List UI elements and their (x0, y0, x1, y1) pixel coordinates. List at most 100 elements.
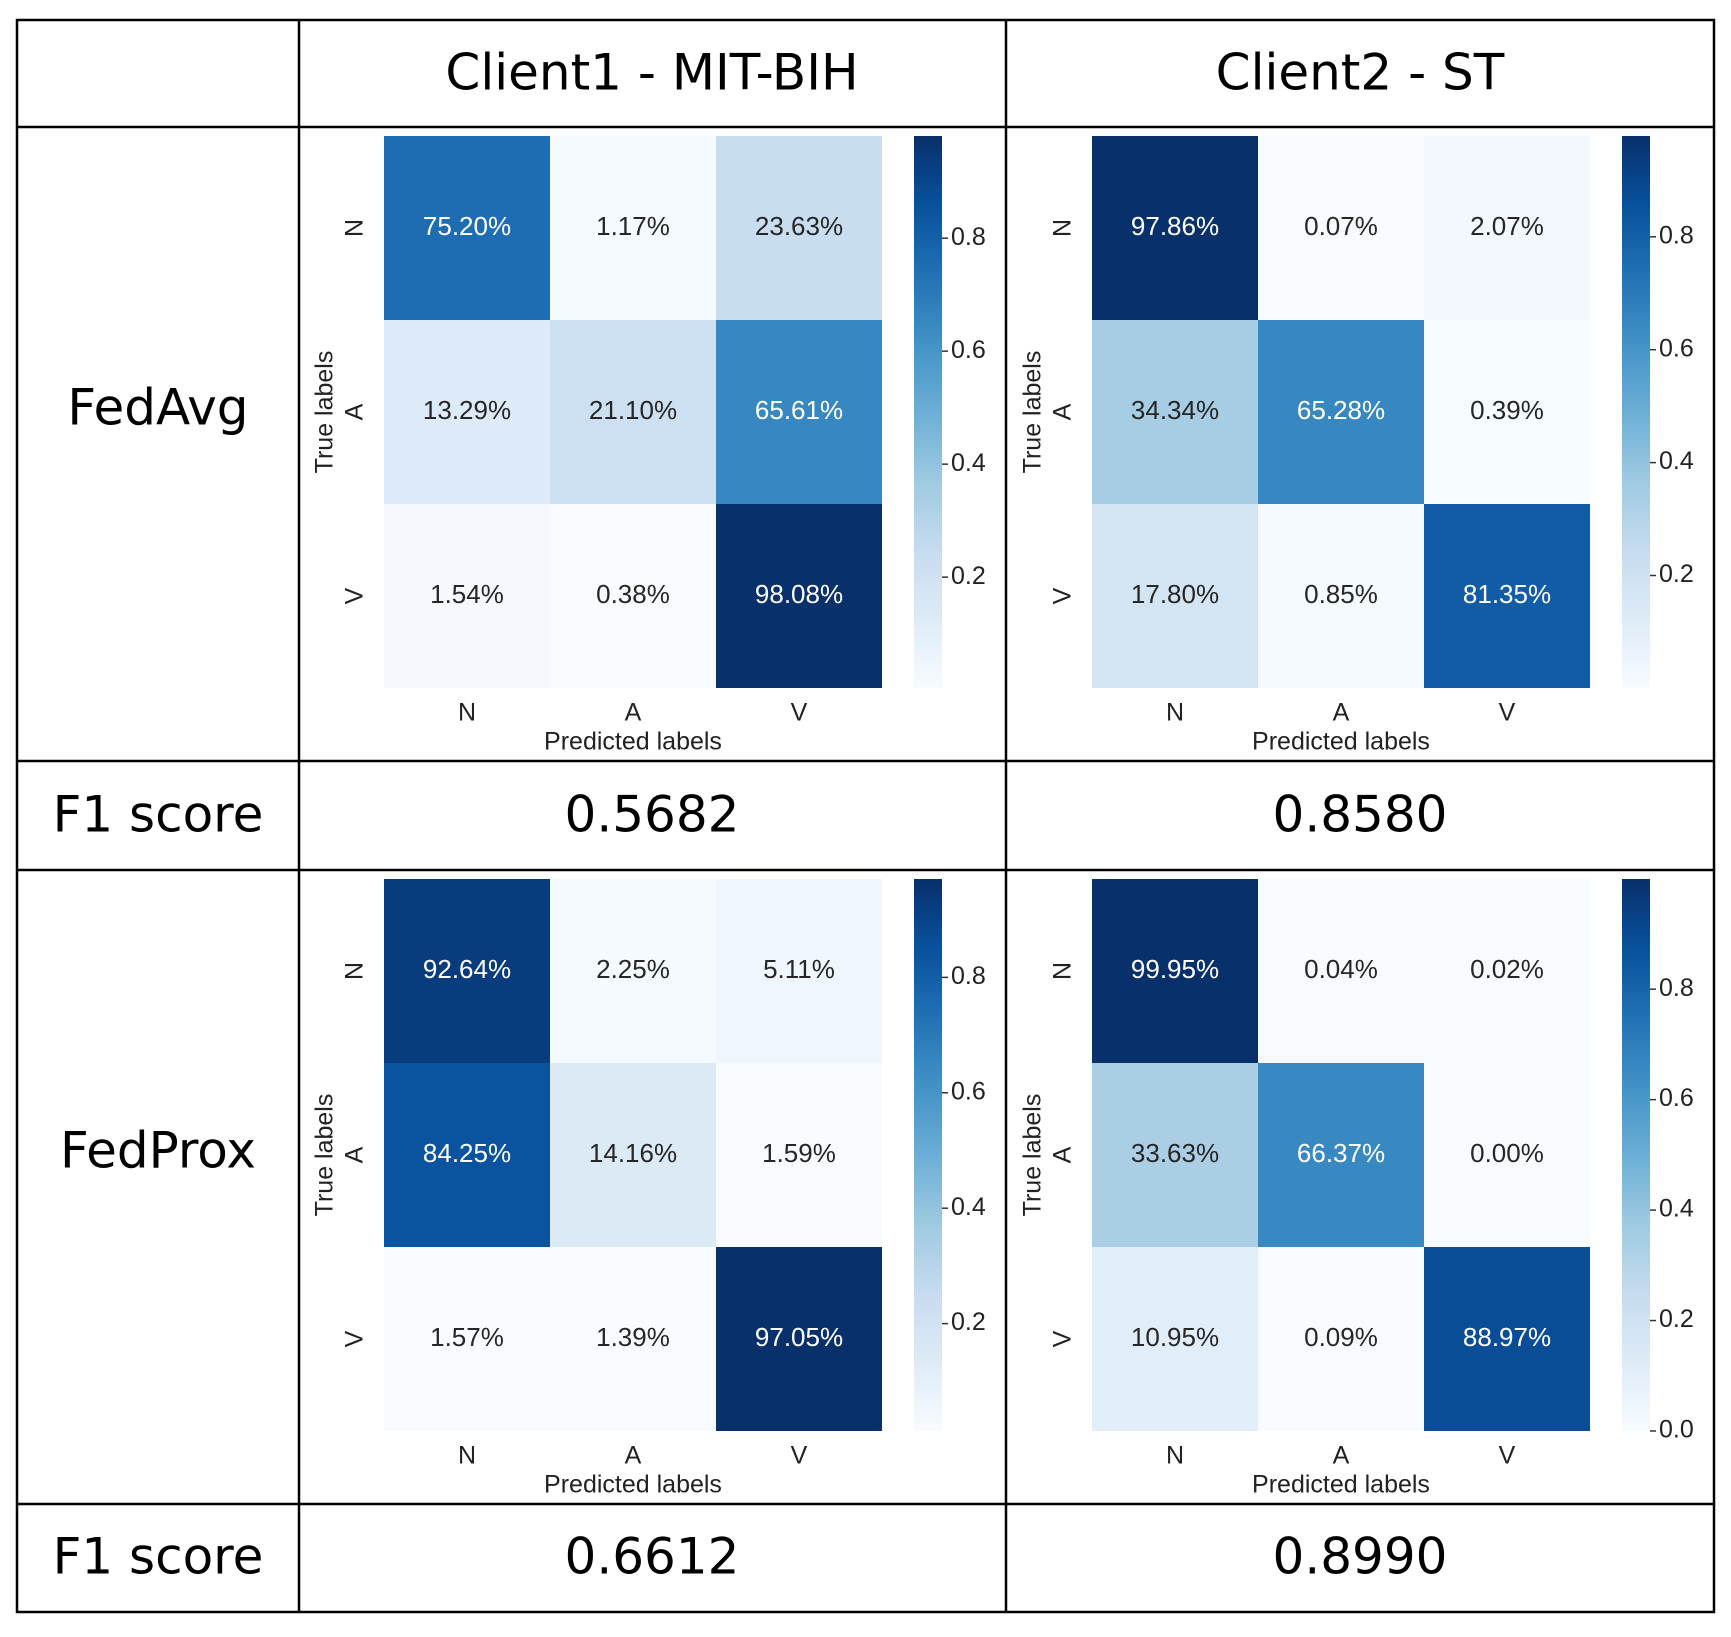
cell-label: 0.00% (1470, 1138, 1544, 1168)
x-tick-label: V (791, 1442, 808, 1470)
heatmap-cell (384, 136, 550, 320)
x-tick-label: V (1499, 699, 1516, 727)
heatmap-cell (716, 879, 882, 1063)
f1-score: 0.5682 (565, 786, 740, 844)
colorbar-tick-label: 0.6 (951, 336, 986, 364)
heatmap-cell (1424, 879, 1590, 1063)
column-header: Client2 - ST (1216, 44, 1505, 102)
cell-label: 97.86% (1131, 211, 1219, 241)
heatmap-cell (384, 879, 550, 1063)
colorbar (914, 879, 942, 1431)
y-tick-label: V (341, 587, 369, 604)
heatmap-cell (716, 1247, 882, 1431)
table-border (15, 18, 1716, 1614)
table-grid (15, 18, 1716, 1614)
x-tick-label: A (625, 699, 642, 727)
cell-label: 2.07% (1470, 211, 1544, 241)
cell-label: 92.64% (423, 954, 511, 984)
heatmap-cell (716, 320, 882, 504)
row-label: F1 score (53, 1528, 264, 1586)
cell-label: 0.38% (596, 579, 670, 609)
x-axis-label: Predicted labels (544, 728, 722, 756)
heatmap-cell (1092, 879, 1258, 1063)
heatmap-cell (1424, 1247, 1590, 1431)
colorbar-tick-label: 0.4 (1659, 447, 1694, 475)
y-tick-label: V (341, 1330, 369, 1347)
cell-label: 34.34% (1131, 395, 1219, 425)
cell-label: 1.54% (430, 579, 504, 609)
cell-label: 13.29% (423, 395, 511, 425)
colorbar-tick-label: 0.2 (951, 562, 986, 590)
x-tick-label: N (1166, 699, 1184, 727)
heatmap-cell (384, 1247, 550, 1431)
cell-label: 0.07% (1304, 211, 1378, 241)
y-tick-label: A (1049, 403, 1077, 420)
heatmap-cell (550, 504, 716, 688)
heatmap-cell (384, 320, 550, 504)
cell-label: 75.20% (423, 211, 511, 241)
heatmap-cell (1092, 136, 1258, 320)
cell-label: 1.59% (762, 1138, 836, 1168)
cell-label: 33.63% (1131, 1138, 1219, 1168)
cell-label: 2.25% (596, 954, 670, 984)
x-tick-label: N (458, 1442, 476, 1470)
colorbar-tick-label: 0.6 (951, 1077, 986, 1105)
colorbar (914, 136, 942, 688)
y-tick-label: N (341, 219, 369, 237)
cell-label: 84.25% (423, 1138, 511, 1168)
cell-label: 0.09% (1304, 1322, 1378, 1352)
cell-label: 10.95% (1131, 1322, 1219, 1352)
cell-label: 88.97% (1463, 1322, 1551, 1352)
x-tick-label: N (1166, 1442, 1184, 1470)
heatmap-cell (1424, 504, 1590, 688)
cell-label: 65.28% (1297, 395, 1385, 425)
colorbar-tick-label: 0.4 (1659, 1195, 1694, 1223)
y-axis-label: True labels (1019, 351, 1047, 474)
y-tick-label: A (1049, 1146, 1077, 1163)
heatmap-cell (716, 136, 882, 320)
heatmap-cell (1092, 1247, 1258, 1431)
heatmap-cell (550, 1063, 716, 1247)
heatmap-cell (550, 320, 716, 504)
heatmap-cell (1424, 1063, 1590, 1247)
colorbar (1622, 879, 1650, 1431)
colorbar-tick-label: 0.2 (1659, 1305, 1694, 1333)
y-axis-label: True labels (1019, 1094, 1047, 1217)
colorbar-tick-label: 0.4 (951, 1193, 986, 1221)
heatmap-cell (1258, 879, 1424, 1063)
cell-label: 97.05% (755, 1322, 843, 1352)
x-tick-label: A (1333, 1442, 1350, 1470)
x-tick-label: V (791, 699, 808, 727)
heatmap-cell (1424, 320, 1590, 504)
colorbar-tick-label: 0.2 (951, 1308, 986, 1336)
heatmap-cell (384, 1063, 550, 1247)
heatmap-cell (1258, 504, 1424, 688)
y-tick-label: N (1049, 962, 1077, 980)
x-tick-label: A (625, 1442, 642, 1470)
heatmap-cell (716, 504, 882, 688)
heatmap-cell (1258, 136, 1424, 320)
f1-score: 0.8580 (1273, 786, 1448, 844)
cell-label: 98.08% (755, 579, 843, 609)
heatmap-cell (1092, 1063, 1258, 1247)
heatmap-cell (550, 136, 716, 320)
row-label: FedProx (60, 1122, 256, 1180)
y-tick-label: A (341, 403, 369, 420)
cell-label: 1.17% (596, 211, 670, 241)
colorbar-tick-label: 0.0 (1659, 1416, 1694, 1444)
heatmap-cell (1258, 1247, 1424, 1431)
cell-label: 23.63% (755, 211, 843, 241)
colorbar-tick-label: 0.8 (951, 962, 986, 990)
heatmap-cell (384, 504, 550, 688)
heatmap-cell (1092, 504, 1258, 688)
f1-score: 0.8990 (1273, 1528, 1448, 1586)
y-tick-label: A (341, 1146, 369, 1163)
x-tick-label: V (1499, 1442, 1516, 1470)
row-label: FedAvg (67, 379, 248, 437)
y-tick-label: V (1049, 587, 1077, 604)
x-tick-label: N (458, 699, 476, 727)
colorbar-tick-label: 0.6 (1659, 334, 1694, 362)
y-axis-label: True labels (311, 351, 339, 474)
heatmap-cell (550, 1247, 716, 1431)
